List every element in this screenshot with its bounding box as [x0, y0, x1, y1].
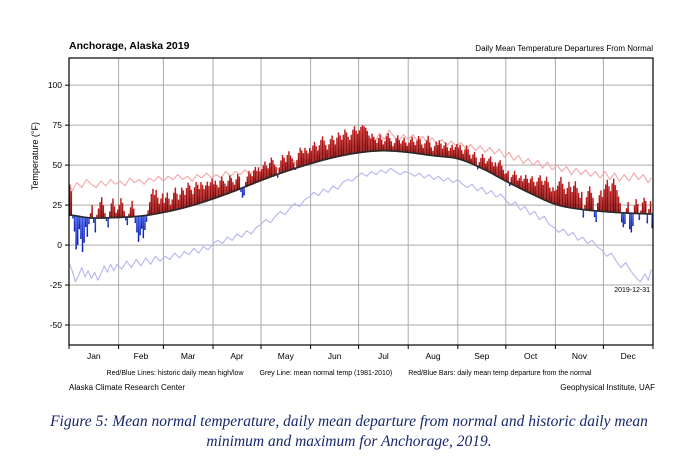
svg-text:Jul: Jul [378, 351, 389, 361]
svg-text:Aug: Aug [425, 351, 440, 361]
axis-tick-labels: -50 -25 0 25 50 75 100 Jan Feb Mar Apr May Jun Jul Aug… [48, 80, 637, 361]
svg-text:Mar: Mar [181, 351, 196, 361]
legend-item-bars: Red/Blue Bars: daily mean temp departure… [408, 370, 592, 377]
svg-text:50: 50 [53, 160, 63, 170]
svg-text:Feb: Feb [134, 351, 149, 361]
legend-item-grey-line: Grey Line: mean normal temp (1981-2010) [259, 370, 393, 377]
credit-alaska-climate-research-center: Alaska Climate Research Center [69, 383, 186, 392]
svg-text:75: 75 [53, 120, 63, 130]
svg-text:Sep: Sep [474, 351, 489, 361]
svg-text:100: 100 [48, 80, 62, 90]
legend-item-lines: Red/Blue Lines: historic daily mean high… [106, 370, 244, 377]
svg-text:Apr: Apr [230, 351, 243, 361]
normal-temp-line [68, 149, 652, 219]
temperature-figure: Anchorage, Alaska 2019 Daily Mean Temper… [0, 40, 698, 392]
figure-caption: Figure 5: Mean normal temperature, daily… [50, 413, 648, 451]
axis-ticks [65, 84, 654, 349]
chart-title: Anchorage, Alaska 2019 [69, 40, 190, 52]
svg-text:Jan: Jan [87, 351, 101, 361]
svg-text:Nov: Nov [572, 351, 588, 361]
date-annotation: 2019-12-31 [614, 287, 650, 294]
svg-text:0: 0 [57, 240, 62, 250]
svg-text:-50: -50 [50, 320, 63, 330]
svg-text:-25: -25 [50, 280, 63, 290]
chart-legend: Red/Blue Lines: historic daily mean high… [0, 370, 698, 377]
temperature-chart: -50 -25 0 25 50 75 100 Jan Feb Mar Apr May Jun Jul Aug… [48, 57, 654, 361]
chart-subtitle-right: Daily Mean Temperature Departures From N… [475, 44, 653, 53]
svg-text:May: May [278, 351, 295, 361]
departure-bars [69, 125, 653, 253]
credit-geophysical-institute: Geophysical Institute, UAF [560, 383, 655, 392]
svg-text:25: 25 [53, 200, 63, 210]
historic-mean-low-line [68, 167, 652, 283]
svg-text:Dec: Dec [621, 351, 637, 361]
svg-text:Oct: Oct [524, 351, 538, 361]
svg-text:Jun: Jun [328, 351, 342, 361]
plot-border [68, 57, 654, 346]
